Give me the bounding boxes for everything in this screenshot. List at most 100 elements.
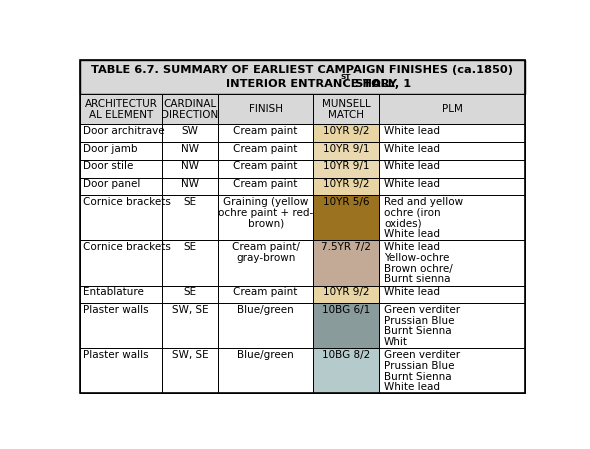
Bar	[218, 240, 313, 286]
Bar	[379, 195, 525, 240]
Bar	[379, 94, 525, 124]
Text: Yellow-ochre: Yellow-ochre	[384, 253, 450, 263]
Text: ST: ST	[340, 74, 351, 80]
Text: Cream paint: Cream paint	[234, 287, 298, 297]
Bar	[80, 303, 162, 348]
Bar	[379, 160, 525, 178]
Text: White lead: White lead	[384, 179, 440, 189]
Text: Burnt Sienna: Burnt Sienna	[384, 326, 451, 336]
Bar	[313, 160, 379, 178]
Bar	[218, 124, 313, 142]
Bar	[162, 178, 218, 195]
Text: 10YR 9/1: 10YR 9/1	[323, 144, 370, 154]
Text: gray-brown: gray-brown	[236, 253, 296, 263]
Text: Burnt Sienna: Burnt Sienna	[384, 371, 451, 382]
Bar	[313, 348, 379, 393]
Text: Door architrave: Door architrave	[83, 126, 165, 136]
Text: 10BG 8/2: 10BG 8/2	[322, 350, 371, 360]
Text: Prussian Blue: Prussian Blue	[384, 361, 454, 371]
Bar	[313, 178, 379, 195]
Bar	[313, 303, 379, 348]
Text: ochre (iron: ochre (iron	[384, 207, 441, 218]
Text: NW: NW	[181, 144, 199, 154]
Bar	[162, 124, 218, 142]
Text: PLM: PLM	[442, 104, 463, 114]
Bar	[80, 348, 162, 393]
Text: SW, SE: SW, SE	[172, 350, 208, 360]
Text: 7.5YR 7/2: 7.5YR 7/2	[322, 242, 372, 252]
Bar	[313, 124, 379, 142]
Text: White lead: White lead	[384, 229, 440, 239]
Text: Cornice brackets: Cornice brackets	[83, 197, 171, 207]
Bar	[313, 286, 379, 303]
Text: brown): brown)	[248, 219, 284, 229]
Bar	[379, 303, 525, 348]
Bar	[379, 286, 525, 303]
Text: White lead: White lead	[384, 383, 440, 392]
Bar	[80, 60, 525, 94]
Bar	[218, 303, 313, 348]
Text: Burnt sienna: Burnt sienna	[384, 274, 451, 284]
Text: ARCHITECTUR: ARCHITECTUR	[84, 99, 158, 109]
Text: White lead: White lead	[384, 161, 440, 172]
Text: Brown ochre/: Brown ochre/	[384, 264, 453, 273]
Bar	[313, 142, 379, 160]
Bar	[379, 124, 525, 142]
Text: Cream paint/: Cream paint/	[232, 242, 300, 252]
Text: Whit: Whit	[384, 337, 408, 347]
Text: TABLE 6.7. SUMMARY OF EARLIEST CAMPAIGN FINISHES (ca.1850): TABLE 6.7. SUMMARY OF EARLIEST CAMPAIGN …	[91, 65, 513, 75]
Text: DIRECTION: DIRECTION	[162, 110, 219, 119]
Bar	[218, 178, 313, 195]
Bar	[162, 195, 218, 240]
Bar	[162, 160, 218, 178]
Bar	[218, 286, 313, 303]
Text: Door stile: Door stile	[83, 161, 133, 172]
Text: Prussian Blue: Prussian Blue	[384, 316, 454, 326]
Bar	[379, 348, 525, 393]
Bar	[218, 94, 313, 124]
Text: Green verditer: Green verditer	[384, 350, 460, 360]
Bar	[313, 195, 379, 240]
Bar	[218, 142, 313, 160]
Text: 10BG 6/1: 10BG 6/1	[322, 305, 371, 315]
Text: AL ELEMENT: AL ELEMENT	[89, 110, 153, 119]
Text: Plaster walls: Plaster walls	[83, 350, 149, 360]
Bar	[80, 124, 162, 142]
Text: Door panel: Door panel	[83, 179, 140, 189]
Bar	[162, 303, 218, 348]
Bar	[218, 160, 313, 178]
Text: NW: NW	[181, 179, 199, 189]
Bar	[80, 142, 162, 160]
Text: 10YR 9/2: 10YR 9/2	[323, 126, 370, 136]
Text: Entablature: Entablature	[83, 287, 144, 297]
Text: CARDINAL: CARDINAL	[163, 99, 217, 109]
Text: Cornice brackets: Cornice brackets	[83, 242, 171, 252]
Bar	[162, 348, 218, 393]
Bar	[80, 286, 162, 303]
Bar	[162, 142, 218, 160]
Bar	[379, 142, 525, 160]
Text: Plaster walls: Plaster walls	[83, 305, 149, 315]
Text: SE: SE	[183, 197, 196, 207]
Bar	[162, 240, 218, 286]
Text: ochre paint + red-: ochre paint + red-	[218, 207, 313, 218]
Text: INTERIOR ENTRANCE HALL, 1: INTERIOR ENTRANCE HALL, 1	[226, 79, 411, 89]
Text: NW: NW	[181, 161, 199, 172]
Text: Door jamb: Door jamb	[83, 144, 137, 154]
Text: SW, SE: SW, SE	[172, 305, 208, 315]
Bar	[379, 178, 525, 195]
Bar	[218, 348, 313, 393]
Bar	[162, 94, 218, 124]
Bar	[162, 286, 218, 303]
Text: Cream paint: Cream paint	[234, 126, 298, 136]
Text: 10YR 5/6: 10YR 5/6	[323, 197, 370, 207]
Bar	[379, 240, 525, 286]
Text: STORY: STORY	[351, 79, 397, 89]
Text: Cream paint: Cream paint	[234, 144, 298, 154]
Bar	[80, 240, 162, 286]
Text: Red and yellow: Red and yellow	[384, 197, 463, 207]
Bar	[313, 94, 379, 124]
Bar	[80, 160, 162, 178]
Text: Blue/green: Blue/green	[237, 350, 294, 360]
Bar	[80, 195, 162, 240]
